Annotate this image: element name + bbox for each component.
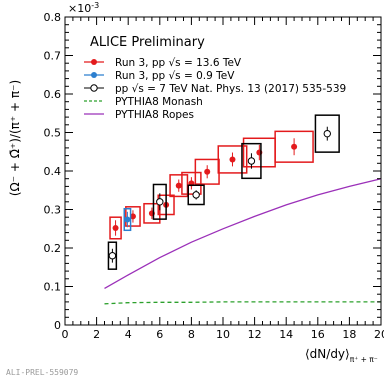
- data-points: [107, 114, 340, 270]
- y-tick-label: 0.7: [44, 50, 62, 63]
- legend-item-monash: PYTHIA8 Monash: [84, 96, 203, 108]
- x-tick-label: 12: [248, 328, 262, 341]
- y-axis-label: (Ω⁻ + Ω̄⁺)/(π⁺ + π⁻): [8, 80, 22, 196]
- legend-item-ropes: PYTHIA8 Ropes: [84, 109, 194, 121]
- x-tick-label: 20: [374, 328, 384, 341]
- legend-item-run3-13-6: Run 3, pp √s = 13.6 TeV: [84, 57, 242, 69]
- y-tick-label: 0: [54, 319, 61, 332]
- x-tick-label: 6: [156, 328, 163, 341]
- data-point-pp-7tev: [156, 198, 164, 206]
- data-point-run3-13-6tev: [291, 143, 298, 150]
- data-point-pp-7tev: [108, 252, 117, 260]
- sys-box-run3-13-6tev: [125, 206, 141, 227]
- pythia-ropes-curve: [104, 178, 382, 289]
- y-tick-label: 0.1: [44, 281, 62, 294]
- x-tick-label: 2: [93, 328, 100, 341]
- legend-label-7tev: pp √s = 7 TeV Nat. Phys. 13 (2017) 535-5…: [115, 83, 346, 95]
- x-tick-label: 16: [311, 328, 325, 341]
- legend-marker-7tev: [90, 84, 98, 92]
- y-exponent-power: -3: [91, 1, 99, 10]
- sys-box-pp-7tev: [152, 183, 167, 220]
- sys-box-run3-13-6tev: [181, 171, 202, 195]
- y-tick-label: 0.8: [44, 11, 62, 24]
- x-tick-label: 4: [125, 328, 132, 341]
- data-point-run3-13-6tev: [204, 168, 211, 175]
- x-tick-label: 14: [279, 328, 293, 341]
- legend-item-run3-0-9: Run 3, pp √s = 0.9 TeV: [84, 70, 235, 82]
- legend-marker-run3-0-9: [91, 72, 97, 78]
- sys-box-run3-13-6tev: [109, 216, 122, 240]
- x-axis-label-subscript: π⁺ + π⁻: [350, 355, 378, 364]
- pythia-monash-curve: [104, 301, 381, 305]
- x-tick-label: 10: [216, 328, 230, 341]
- data-point-pp-7tev: [247, 157, 256, 165]
- data-point-run3-13-6tev: [112, 224, 119, 231]
- data-point-run3-13-6tev: [175, 182, 182, 189]
- legend-label-run3-13-6: Run 3, pp √s = 13.6 TeV: [115, 57, 242, 69]
- model-curves: [104, 178, 382, 305]
- sys-box-run3-13-6tev: [143, 202, 161, 224]
- y-exponent-label: ×10-3: [68, 1, 99, 15]
- sys-box-run3-13-6tev: [274, 130, 314, 163]
- sys-box-run3-13-6tev: [169, 174, 189, 198]
- sys-box-pp-7tev: [107, 241, 118, 270]
- x-tick-label: 8: [188, 328, 195, 341]
- data-point-run3-13-6tev: [129, 213, 136, 220]
- axis-ticks: 0 2 4 6 8 10 12 14 16 18 20 0 0.1 0.2 0.3 0.4 0.5 0.6 0.7 0…: [44, 11, 384, 341]
- data-point-run3-13-6tev: [229, 156, 236, 163]
- x-tick-label: 0: [62, 328, 69, 341]
- legend-item-7tev: pp √s = 7 TeV Nat. Phys. 13 (2017) 535-5…: [84, 83, 346, 95]
- sys-box-run3-13-6tev: [217, 145, 248, 174]
- sys-box-run3-0-9tev: [123, 207, 132, 232]
- data-point-run3-0-9tev: [124, 216, 131, 223]
- x-tick-label: 18: [342, 328, 356, 341]
- legend-label-ropes: PYTHIA8 Ropes: [115, 109, 194, 121]
- chart-title: ALICE Preliminary: [90, 35, 205, 50]
- legend-label-monash: PYTHIA8 Monash: [115, 96, 203, 108]
- y-tick-label: 0.3: [44, 204, 62, 217]
- y-tick-label: 0.2: [44, 242, 62, 255]
- data-point-pp-7tev: [192, 191, 200, 199]
- sys-box-pp-7tev: [187, 184, 205, 206]
- y-tick-label: 0.4: [44, 165, 62, 178]
- sys-box-pp-7tev: [314, 114, 340, 153]
- legend-label-run3-0-9: Run 3, pp √s = 0.9 TeV: [115, 70, 235, 82]
- y-tick-label: 0.5: [44, 127, 62, 140]
- preliminary-id-label: ALI-PREL-559079: [6, 368, 79, 377]
- data-point-pp-7tev: [323, 129, 331, 138]
- legend: Run 3, pp √s = 13.6 TeV Run 3, pp √s = 0…: [84, 57, 346, 121]
- sys-box-run3-13-6tev: [194, 158, 220, 185]
- legend-marker-run3-13-6: [91, 59, 97, 65]
- sys-box-pp-7tev: [241, 142, 262, 180]
- x-axis-label: ⟨dN/dy⟩π⁺ + π⁻: [305, 347, 378, 364]
- y-tick-label: 0.6: [44, 88, 62, 101]
